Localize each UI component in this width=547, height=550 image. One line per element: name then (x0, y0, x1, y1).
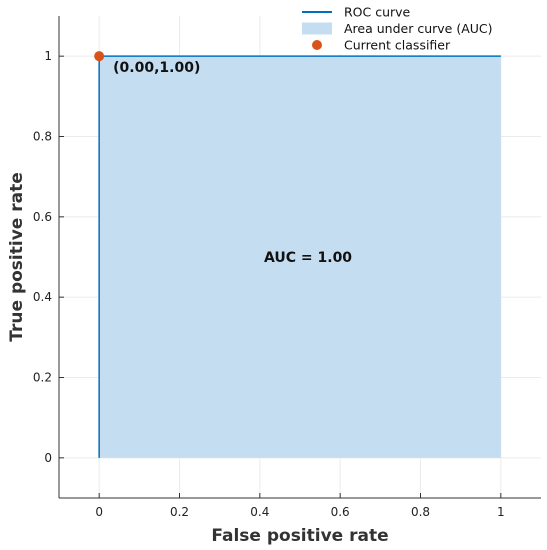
auc-area-layer (99, 56, 501, 458)
legend-label: Current classifier (344, 38, 451, 53)
y-tick-label: 1 (44, 49, 52, 63)
y-tick-label: 0.8 (33, 130, 52, 144)
x-tick-label: 0.4 (250, 505, 269, 519)
auc-area (99, 56, 501, 458)
x-tick-label: 1 (497, 505, 505, 519)
classifier-point-layer (94, 51, 105, 62)
y-axis-label: True positive rate (7, 172, 27, 341)
annotations: (0.00,1.00) AUC = 1.00 (113, 60, 352, 266)
y-tick-label: 0.4 (33, 290, 52, 304)
current-classifier-point (94, 51, 105, 62)
y-tick-label: 0.2 (33, 371, 52, 385)
x-axis-label: False positive rate (211, 526, 388, 546)
legend-label: Area under curve (AUC) (344, 21, 493, 36)
legend-box (297, 0, 507, 55)
axes (58, 16, 541, 499)
y-axis-ticks: 0 0.2 0.4 0.6 0.8 1 (33, 49, 64, 465)
x-tick-label: 0.8 (411, 505, 430, 519)
x-tick-label: 0.6 (331, 505, 350, 519)
point-annotation: (0.00,1.00) (113, 60, 200, 76)
legend-label: ROC curve (344, 5, 411, 20)
legend-swatch-auc (302, 22, 332, 35)
y-tick-label: 0.6 (33, 210, 52, 224)
x-tick-label: 0.2 (170, 505, 189, 519)
legend-swatch-classifier (312, 40, 322, 50)
y-tick-label: 0 (44, 451, 52, 465)
auc-annotation: AUC = 1.00 (264, 250, 352, 266)
x-tick-label: 0 (95, 505, 103, 519)
x-axis-ticks: 0 0.2 0.4 0.6 0.8 1 (95, 493, 505, 519)
